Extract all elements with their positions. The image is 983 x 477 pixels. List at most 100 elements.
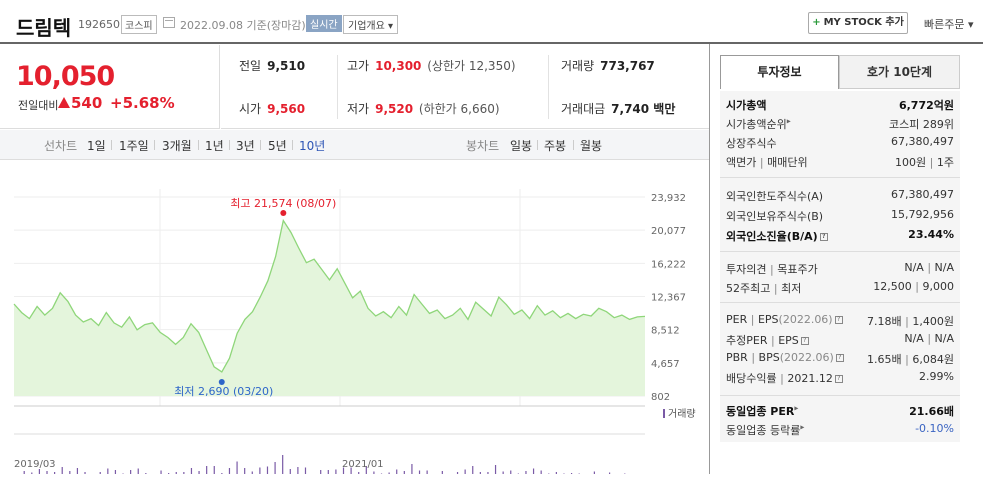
stat-open: 시가 9,560 [239,100,305,117]
info-caret-icon[interactable]: ▸ [794,403,799,413]
volume-bar [418,470,421,477]
period-divider [292,140,293,150]
volume-bar [320,470,322,477]
period-10y[interactable]: 10년 [299,139,326,153]
volume-bar [107,468,109,477]
week52-low-label: 최저 [781,282,802,295]
period-1y[interactable]: 1년 [205,139,224,153]
volume-bar [510,470,512,477]
up-arrow-icon [58,97,70,108]
y-tick-label: 802 [651,392,670,403]
listed-shares-value: 67,380,497 [891,135,954,148]
period-divider [198,140,199,150]
foreign-ratio-value: 23.44% [908,228,954,241]
change-label: 전일대비 [18,99,59,112]
volume-bar [327,470,329,477]
stat-amount-label: 거래대금 [561,102,606,116]
foreign-hold-row: 외국인보유주식수(B) 15,792,956 [726,208,954,224]
price-area [14,220,645,396]
foreign-limit-row: 외국인한도주식수(A) 67,380,497 [726,188,954,204]
stats-divider [337,55,338,119]
low-marker [218,379,225,385]
candle-weekly[interactable]: 주봉 [544,139,567,153]
stats-divider [548,55,549,119]
volume-bar [38,469,41,477]
industry-change-label: 동일업종 등락률 [726,424,801,437]
plus-icon: + [812,17,821,28]
volume-legend-marker [663,409,665,418]
volume-bar [350,467,352,477]
section-divider [720,395,960,396]
realtime-button[interactable]: 실시간 [306,15,342,32]
pbr-row: PBR | BPS(2022.06)? 1.65배 | 6,084원 [726,351,954,366]
info-caret-icon[interactable]: ▸ [800,422,805,432]
volume-bar [228,468,231,477]
volume-bar [335,469,337,477]
est-per-value: N/A [904,332,924,345]
period-5y[interactable]: 5년 [268,139,287,153]
eps-value: 1,400원 [912,315,954,328]
target-price-label: 목표주가 [777,263,818,276]
est-eps-value: N/A [934,332,954,345]
opinion-label: 투자의견 [726,263,767,276]
bps-label: BPS [758,351,780,364]
est-eps-label: EPS [778,334,799,347]
est-per-label: 추정PER [726,334,768,347]
listed-shares-row: 상장주식수 67,380,497 [726,135,954,151]
period-divider [573,140,574,150]
stat-amount: 거래대금 7,740 백만 [561,100,675,117]
volume-bar [289,469,291,477]
quick-order-dropdown[interactable]: 빠른주문 ▾ [924,18,974,31]
stat-high-value: 10,300 [375,59,422,73]
stat-open-value: 9,560 [267,102,306,116]
add-my-stock-button[interactable]: + MY STOCK 추가 [808,12,908,34]
help-icon[interactable]: ? [819,233,828,241]
high-label: 최고 21,574 (08/07) [230,197,336,210]
foreign-hold-label: 외국인보유주식수(B) [726,210,824,223]
stat-volume-label: 거래량 [561,59,595,73]
period-1d[interactable]: 1일 [87,139,106,153]
foreign-limit-value: 67,380,497 [891,188,954,201]
stock-code: 192650 [78,18,120,31]
pbr-value: 1.65배 [867,353,902,366]
period-1w[interactable]: 1주일 [119,139,149,153]
est-per-row: 추정PER | EPS? N/A | N/A [726,332,954,347]
section-divider [720,302,960,303]
company-overview-dropdown[interactable]: 기업개요 ▾ [343,15,398,34]
trade-unit: 1주 [936,156,954,169]
price-chart[interactable]: 23,932 20,077 16,222 12,367 8,512 4,657 802 최고 … [0,161,710,477]
dividend-date: 2021.12 [787,372,833,385]
calendar-icon [163,17,175,28]
price-summary: 10,050 전일대비 540 +5.68% [0,45,220,129]
industry-change-row: 동일업종 등락률▸ -0.10% [726,422,954,438]
candle-daily[interactable]: 일봉 [510,139,533,153]
candle-monthly[interactable]: 월봉 [580,139,603,153]
dividend-label: 배당수익률 [726,372,777,385]
help-icon[interactable]: ? [800,337,809,345]
period-divider [111,140,112,150]
dividend-value: 2.99% [919,370,954,383]
volume-bar [464,469,466,477]
candle-chart-label: 봉차트 [466,139,500,153]
market-cap-value: 6,772억원 [898,99,954,112]
industry-per-value: 21.66배 [909,405,954,418]
help-icon[interactable]: ? [834,316,843,324]
chart-period-bar: 선차트 1일 1주일 3개월 1년 3년 5년 10년 봉차트 일봉 주봉 월봉 [0,130,710,160]
period-3m[interactable]: 3개월 [162,139,192,153]
bps-date: (2022.06) [779,351,834,364]
period-3y[interactable]: 3년 [236,139,255,153]
week52-row: 52주최고 | 최저 12,500 | 9,000 [726,280,955,295]
info-caret-icon[interactable]: ▸ [786,116,791,126]
volume-bar [206,466,208,477]
per-label: PER [726,313,748,326]
week52-low-value: 9,000 [922,280,955,293]
tab-invest-info[interactable]: 투자정보 [720,55,839,89]
industry-per-row: 동일업종 PER▸ 21.66배 [726,403,954,419]
volume-bar [190,468,193,477]
foreign-ratio-label: 외국인소진율(B/A) [726,230,818,243]
market-cap-row: 시가총액 6,772억원 [726,97,954,113]
help-icon[interactable]: ? [835,354,844,362]
y-tick-label: 12,367 [651,293,686,304]
tab-order-book[interactable]: 호가 10단계 [839,55,960,89]
help-icon[interactable]: ? [834,375,843,383]
